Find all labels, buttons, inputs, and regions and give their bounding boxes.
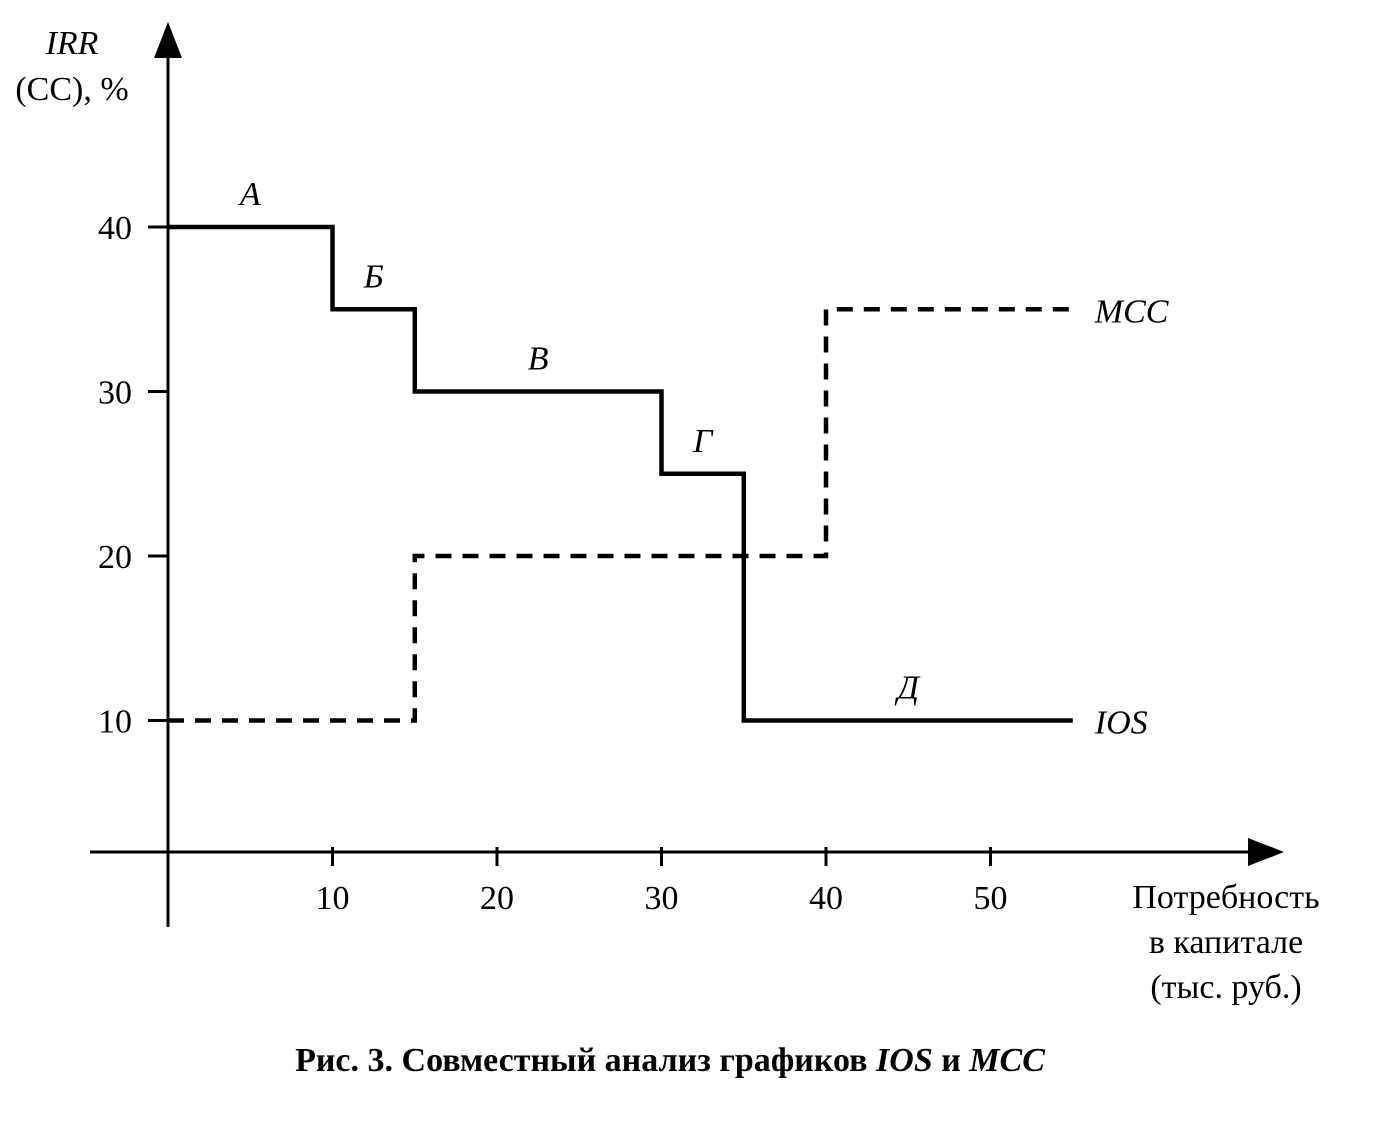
segment-label-2: Б: [363, 258, 384, 295]
series-label-mcc: MCC: [1094, 293, 1169, 330]
x-tick-label-20: 20: [480, 880, 514, 917]
y-tick-label-20: 20: [98, 539, 132, 576]
y-tick-label-10: 10: [98, 704, 132, 741]
x-tick-label-30: 30: [645, 880, 679, 917]
x-tick-label-40: 40: [809, 880, 843, 917]
y-axis-title-line-1: IRR: [45, 25, 99, 62]
segment-label-4: Г: [692, 423, 714, 460]
caption-text: Совместный анализ графиков: [393, 1042, 877, 1079]
segment-label-3: В: [528, 341, 549, 378]
caption-mcc: MCC: [969, 1042, 1045, 1079]
series-layer: [168, 224, 1073, 723]
x-tick-label-50: 50: [974, 880, 1008, 917]
segment-label-5: Д: [894, 670, 921, 707]
series-ios-line: [168, 224, 1073, 723]
caption-ios: IOS: [876, 1042, 933, 1079]
y-axis-title-line-2: (CC), %: [15, 71, 128, 108]
x-tick-label-10: 10: [316, 880, 350, 917]
series-mcc-line: [168, 307, 1073, 723]
y-tick-label-30: 30: [98, 375, 132, 412]
caption-and: и: [932, 1042, 970, 1079]
series-label-ios: IOS: [1094, 705, 1148, 742]
y-tick-label-40: 40: [98, 210, 132, 247]
x-axis-arrow: [1248, 838, 1284, 866]
x-axis-title-line-3: (тыс. руб.): [1150, 969, 1301, 1006]
segment-labels-layer: IOS MCC А Б В Г Д: [238, 176, 1169, 742]
caption-prefix: Рис. 3.: [295, 1042, 394, 1079]
segment-label-1: А: [238, 176, 261, 213]
x-axis-title-line-2: в капитале: [1149, 924, 1303, 961]
ticks-layer: 10 20 30 40 50 10 20 30 40: [98, 210, 1008, 917]
figure-caption: Рис. 3. Совместный анализ графиков IOS и…: [0, 1042, 1340, 1080]
x-axis-title-line-1: Потребность: [1132, 879, 1319, 916]
y-axis-arrow: [154, 22, 182, 58]
